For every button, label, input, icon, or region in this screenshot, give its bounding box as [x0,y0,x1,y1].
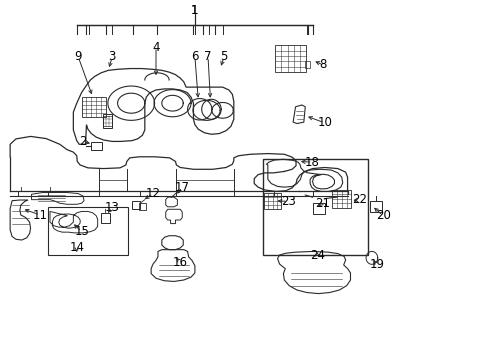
Text: 8: 8 [319,58,326,72]
Text: 16: 16 [172,256,187,269]
Bar [103,116,112,126]
Bar [305,62,309,68]
Text: 9: 9 [74,50,82,63]
Text: 11: 11 [33,208,48,221]
Text: 14: 14 [69,240,84,254]
Bar [47,207,127,255]
Text: 4: 4 [152,41,160,54]
Text: 7: 7 [204,50,211,63]
Bar [312,203,324,214]
Text: 2: 2 [79,135,87,148]
Bar [102,114,112,128]
Bar [369,201,381,212]
Text: 10: 10 [317,116,331,129]
Text: 17: 17 [174,181,189,194]
Text: 15: 15 [74,225,89,238]
Text: 1: 1 [191,4,198,17]
Bar [331,190,351,207]
Bar [101,213,110,223]
Bar [138,203,145,210]
Bar [81,97,106,117]
Text: 3: 3 [108,50,116,63]
Text: 12: 12 [145,187,160,200]
Text: 1: 1 [191,4,198,17]
Bar [263,158,367,255]
Text: 6: 6 [191,50,198,63]
Text: 24: 24 [309,249,324,262]
Bar [91,143,102,150]
Bar [131,201,140,208]
Text: 20: 20 [375,209,390,222]
Text: 18: 18 [305,156,319,168]
Bar [264,193,281,210]
Bar [274,45,306,72]
Text: 23: 23 [280,195,295,208]
Text: 22: 22 [351,193,366,206]
Text: 21: 21 [314,197,329,210]
Text: 13: 13 [104,201,120,214]
Text: 5: 5 [220,50,227,63]
Text: 19: 19 [368,258,384,271]
